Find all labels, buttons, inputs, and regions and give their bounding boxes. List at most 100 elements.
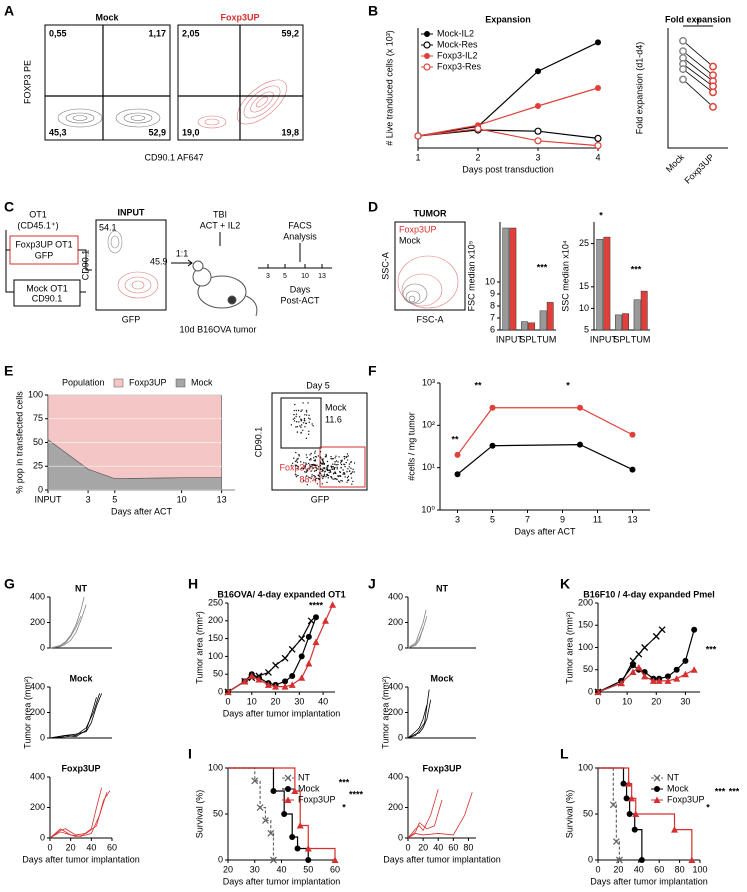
event-dot: [293, 413, 295, 416]
event-dot: [300, 426, 302, 428]
event-dot: [314, 464, 317, 466]
panel-letter: J: [368, 576, 376, 592]
label: CD90.1: [32, 293, 63, 303]
marker: [688, 856, 696, 863]
marker: [691, 626, 698, 633]
event-dot: [312, 467, 315, 469]
legend-swatch: [175, 378, 186, 388]
event-dot: [347, 475, 350, 478]
x-tick-label: INPUT: [496, 334, 524, 344]
label: OT1: [29, 209, 47, 219]
y-tick-label: 400: [388, 771, 403, 781]
event-dot: [306, 469, 308, 471]
event-dot: [325, 454, 327, 456]
y-tick-label: 200: [30, 617, 45, 627]
event-dot: [291, 464, 293, 467]
marker: [272, 661, 280, 669]
event-dot: [313, 474, 315, 477]
marker: [285, 786, 291, 792]
event-dot: [293, 417, 296, 419]
marker: [534, 127, 542, 135]
event-dot: [297, 474, 299, 477]
event-dot: [308, 414, 310, 417]
marker: [305, 857, 312, 863]
x-tick-label: 60: [448, 842, 458, 852]
label: ACT + IL2: [200, 220, 241, 230]
panel-letter: I: [188, 746, 192, 762]
x-tick-label: 20: [66, 842, 76, 852]
significance: **: [451, 434, 459, 444]
series-line: [407, 609, 427, 649]
marker: [654, 786, 660, 792]
marker: [641, 644, 649, 651]
marker: [635, 664, 643, 671]
event-dot: [321, 463, 324, 465]
event-dot: [344, 476, 346, 478]
event-dot: [352, 468, 354, 471]
event-dot: [323, 473, 326, 475]
event-dot: [326, 460, 329, 463]
plot-frame: [95, 219, 167, 311]
event-dot: [307, 433, 310, 436]
event-dot: [338, 456, 340, 458]
event-dot: [301, 409, 303, 411]
event-dot: [310, 465, 312, 468]
event-dot: [346, 481, 348, 483]
event-dot: [300, 432, 302, 434]
marker: [255, 676, 263, 683]
y-tick-label: 0: [40, 832, 45, 842]
event-dot: [350, 472, 353, 475]
chart-title: Mock: [430, 673, 454, 683]
event-dot: [315, 467, 317, 469]
y-axis-label: Tumor area (mm²): [194, 611, 204, 684]
event-dot: [303, 417, 306, 420]
event-dot: [352, 480, 354, 483]
bar: [509, 227, 517, 331]
contours: [57, 108, 161, 128]
y-tick-label: 100: [578, 762, 593, 772]
event-dot: [345, 461, 347, 464]
event-dot: [347, 468, 349, 470]
event-dot: [322, 467, 324, 469]
label: Foxp3UP OT1: [15, 239, 72, 249]
bar: [546, 302, 554, 331]
significance: ***: [339, 777, 350, 787]
flow-panel-a: Mock 0,55 1,17 45,3 52,9 Foxp3UP 2,05 59…: [22, 12, 304, 162]
event-dot: [330, 466, 333, 469]
timeline-tick: 13: [318, 273, 326, 280]
series-line: [227, 620, 312, 693]
panel-letter: E: [4, 363, 13, 379]
event-dot: [305, 437, 308, 440]
event-dot: [296, 461, 299, 463]
event-dot: [304, 426, 306, 428]
marker: [267, 829, 275, 837]
event-dot: [299, 425, 301, 427]
significance: ***: [729, 786, 740, 796]
x-tick-label: 10: [622, 696, 632, 706]
x-tick-label: 30: [250, 864, 260, 874]
y-tick-label: 0: [588, 854, 593, 864]
x-tick-label: 20: [651, 696, 661, 706]
event-dot: [314, 455, 317, 458]
series-line: [457, 407, 633, 456]
event-dot: [326, 468, 329, 470]
event-dot: [351, 483, 353, 485]
event-dot: [295, 413, 298, 415]
marker: [534, 137, 542, 145]
marker: [424, 31, 430, 37]
marker: [535, 68, 541, 75]
marker: [629, 662, 636, 669]
x-tick-label: TUM: [631, 334, 651, 344]
event-dot: [325, 475, 327, 478]
marker: [256, 804, 264, 812]
y-tick-label: 0: [218, 854, 223, 864]
event-dot: [346, 453, 349, 455]
event-dot: [308, 430, 310, 433]
event-dot: [305, 414, 308, 416]
series-line: [49, 693, 100, 739]
x-tick-label: 1: [415, 152, 420, 162]
x-tick-label: 20: [613, 864, 623, 874]
y-tick-label: 200: [388, 802, 403, 812]
event-dot: [331, 478, 333, 480]
x-tick-label: INPUT: [35, 494, 63, 504]
